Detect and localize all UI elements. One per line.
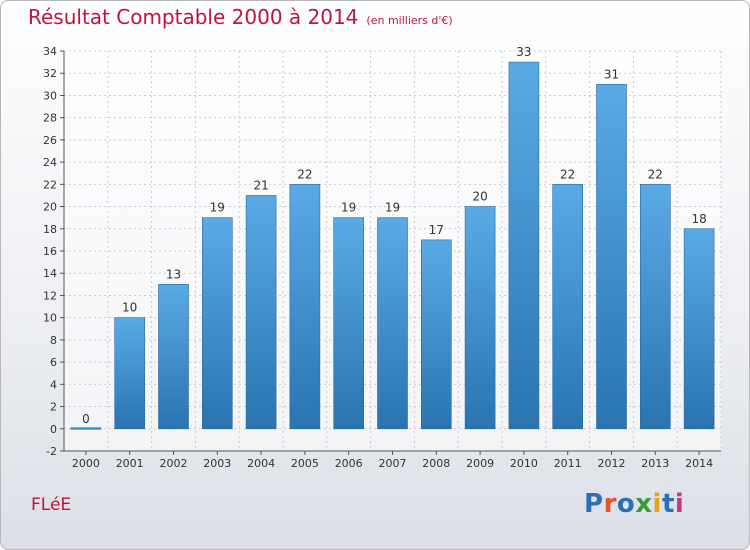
y-tick-label: 6 — [50, 356, 57, 369]
bar-value-label: 10 — [122, 301, 137, 315]
title-text: Résultat Comptable 2000 à 2014 — [28, 5, 359, 29]
y-tick-label: 20 — [43, 201, 57, 214]
bar — [289, 184, 321, 430]
y-tick-label: 24 — [43, 156, 57, 169]
bar-value-label: 22 — [297, 167, 312, 181]
x-tick-label: 2014 — [685, 457, 713, 470]
logo-letter: r — [603, 489, 617, 519]
x-tick-label: 2012 — [598, 457, 626, 470]
y-tick-label: 2 — [50, 401, 57, 414]
y-tick-label: 32 — [43, 67, 57, 80]
title-unit: (en milliers d'€) — [366, 14, 453, 27]
bar-value-label: 22 — [560, 167, 575, 181]
bar-value-label: 17 — [429, 223, 444, 237]
x-tick-label: 2001 — [116, 457, 144, 470]
x-tick-label: 2007 — [379, 457, 407, 470]
logo-letter: i — [652, 489, 662, 519]
y-tick-label: 28 — [43, 112, 57, 125]
bar — [114, 317, 145, 430]
y-tick-label: 18 — [43, 223, 57, 236]
x-tick-label: 2006 — [335, 457, 363, 470]
bar-value-label: 33 — [516, 45, 531, 59]
y-tick-label: 26 — [43, 134, 57, 147]
x-tick-label: 2005 — [291, 457, 319, 470]
logo-letter: x — [635, 489, 653, 519]
y-tick-label: 10 — [43, 312, 57, 325]
bar — [420, 239, 452, 430]
bar-value-label: 22 — [648, 167, 663, 181]
proxiti-logo[interactable]: Proxiti — [584, 489, 684, 519]
bar-value-label: 31 — [604, 67, 619, 81]
y-tick-label: 22 — [43, 178, 57, 191]
bar-value-label: 19 — [341, 201, 356, 215]
x-tick-label: 2008 — [422, 457, 450, 470]
x-tick-label: 2010 — [510, 457, 538, 470]
bar-value-label: 20 — [472, 190, 487, 204]
bar — [639, 184, 671, 430]
bar — [333, 217, 365, 430]
bar — [552, 184, 584, 430]
bar-value-label: 19 — [385, 201, 400, 215]
y-tick-label: 30 — [43, 89, 57, 102]
x-tick-label: 2002 — [160, 457, 188, 470]
bar-value-label: 18 — [691, 212, 706, 226]
y-tick-label: 12 — [43, 289, 57, 302]
x-tick-label: 2000 — [72, 457, 100, 470]
logo-letter: o — [616, 489, 636, 519]
y-tick-label: 4 — [50, 378, 57, 391]
bar — [202, 217, 233, 430]
logo-letter: P — [584, 489, 604, 519]
x-tick-label: 2013 — [641, 457, 669, 470]
y-tick-label: 0 — [50, 423, 57, 436]
y-tick-label: -2 — [46, 445, 57, 458]
bar — [464, 206, 496, 430]
bar — [508, 61, 540, 430]
bar-value-label: 19 — [210, 201, 225, 215]
bar — [245, 195, 277, 430]
bar — [158, 284, 189, 430]
x-tick-label: 2003 — [203, 457, 231, 470]
x-tick-label: 2011 — [554, 457, 582, 470]
bar — [683, 228, 715, 430]
bar — [70, 427, 102, 430]
bar — [377, 217, 408, 430]
y-tick-label: 16 — [43, 245, 57, 258]
y-tick-label: 8 — [50, 334, 57, 347]
logo-letter: t — [661, 489, 675, 519]
y-tick-label: 34 — [43, 45, 57, 58]
bar-value-label: 13 — [166, 267, 181, 281]
chart-title: Résultat Comptable 2000 à 2014 (en millie… — [28, 5, 453, 29]
commune-name: FLéE — [31, 495, 72, 515]
bar — [596, 84, 627, 430]
y-tick-label: 14 — [43, 267, 57, 280]
bar-value-label: 21 — [253, 178, 268, 192]
logo-letter: i — [674, 489, 685, 519]
x-tick-label: 2004 — [247, 457, 275, 470]
x-tick-label: 2009 — [466, 457, 494, 470]
bar-value-label: 0 — [82, 412, 90, 426]
